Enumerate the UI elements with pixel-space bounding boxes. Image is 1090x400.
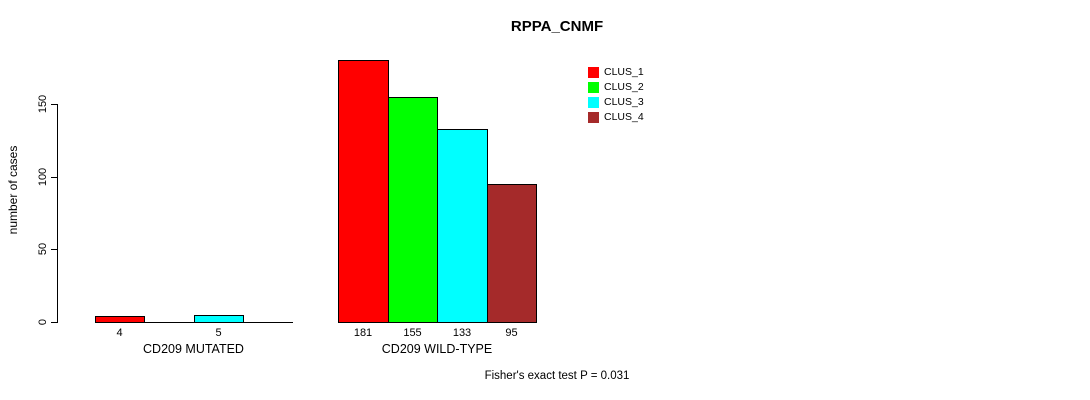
y-axis-tick	[51, 322, 57, 323]
y-axis-tick	[51, 177, 57, 178]
legend-label: CLUS_3	[604, 96, 644, 109]
bar-value-label: 155	[403, 327, 422, 339]
bar-clus_4	[487, 184, 537, 323]
legend: CLUS_1 CLUS_2 CLUS_3 CLUS_4	[588, 65, 644, 125]
y-axis-label: number of cases	[6, 145, 20, 235]
bar-clus_3	[194, 315, 244, 323]
legend-item: CLUS_2	[588, 80, 644, 95]
legend-label: CLUS_2	[604, 81, 644, 94]
annotation-text: Fisher's exact test P = 0.031	[484, 370, 630, 382]
legend-label: CLUS_4	[604, 111, 644, 124]
category-label: CD209 WILD-TYPE	[381, 342, 493, 356]
bar-value-label: 5	[215, 327, 222, 339]
bar-clus_1	[338, 60, 389, 323]
legend-swatch-clus_4	[588, 112, 599, 123]
legend-swatch-clus_2	[588, 82, 599, 93]
y-axis-tick-label: 100	[37, 167, 49, 187]
bar-clus_2	[388, 97, 438, 323]
legend-swatch-clus_1	[588, 67, 599, 78]
y-axis-tick	[51, 249, 57, 250]
bar-clus_1	[95, 316, 145, 323]
y-axis-line	[57, 104, 58, 323]
legend-swatch-clus_3	[588, 97, 599, 108]
bar-value-label: 181	[353, 327, 373, 339]
y-axis-tick	[51, 104, 57, 105]
y-axis-tick-label: 50	[37, 242, 49, 256]
legend-item: CLUS_4	[588, 110, 644, 125]
legend-item: CLUS_3	[588, 95, 644, 110]
legend-label: CLUS_1	[604, 66, 644, 79]
y-axis-tick-label: 0	[37, 318, 49, 326]
bar-clus_3	[437, 129, 488, 323]
bar-value-label: 4	[116, 327, 123, 339]
chart-title: RPPA_CNMF	[510, 18, 604, 35]
category-label: CD209 MUTATED	[143, 342, 244, 356]
bar-value-label: 133	[452, 327, 472, 339]
y-axis-tick-label: 150	[37, 94, 49, 114]
legend-item: CLUS_1	[588, 65, 644, 80]
bar-value-label: 95	[505, 327, 518, 339]
